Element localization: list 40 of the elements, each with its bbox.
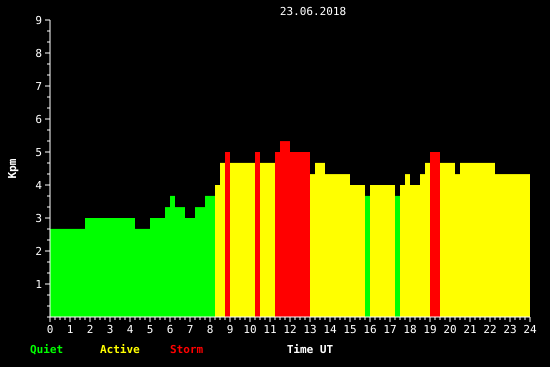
x-tick-label: 20	[443, 323, 457, 336]
y-tick-label: 6	[35, 112, 42, 126]
x-tick-label: 9	[226, 323, 234, 336]
y-tick-label: 5	[35, 146, 42, 159]
x-tick-label: 19	[423, 323, 437, 336]
text: Quiet	[30, 343, 64, 356]
x-tick-label: 15	[343, 323, 357, 336]
x-tick-label: 7	[186, 323, 194, 336]
y-tick-label: 7	[35, 80, 42, 93]
x-tick-label: 6	[166, 323, 174, 336]
x-tick-label: 5	[146, 323, 154, 336]
y-tick-label: 2	[35, 244, 42, 258]
x-tick-label: 16	[363, 323, 377, 336]
y-tick-label: 4	[35, 178, 42, 192]
text: Storm	[170, 343, 204, 356]
x-tick-label: 17	[383, 323, 397, 336]
x-tick-label: 21	[463, 323, 477, 336]
x-tick-label: 4	[126, 323, 134, 336]
x-tick-label: 3	[106, 323, 114, 336]
x-tick-label: 23	[503, 323, 517, 336]
x-tick-label: 12	[283, 323, 297, 336]
x-tick-label: 8	[206, 323, 214, 336]
x-tick-label: 22	[483, 323, 497, 336]
y-tick-label: 9	[35, 14, 42, 27]
x-axis-title: Time UT	[286, 343, 334, 356]
y-tick-label: 3	[35, 212, 42, 225]
x-tick-label: 10	[243, 323, 257, 336]
x-tick-label: 0	[46, 323, 54, 336]
x-tick-label: 1	[66, 323, 74, 336]
x-tick-label: 2	[86, 323, 94, 336]
x-tick-label: 11	[263, 323, 277, 336]
y-tick-label: 1	[35, 278, 42, 291]
x-tick-label: 13	[303, 323, 317, 336]
text: Active	[100, 343, 140, 356]
x-tick-label: 24	[523, 323, 537, 336]
x-tick-label: 18	[403, 323, 417, 336]
chart-title: 23.06.2018	[280, 5, 346, 18]
y-axis-title: Kpm	[6, 158, 19, 178]
x-tick-label: 14	[323, 323, 337, 336]
y-tick-label: 8	[35, 46, 42, 60]
